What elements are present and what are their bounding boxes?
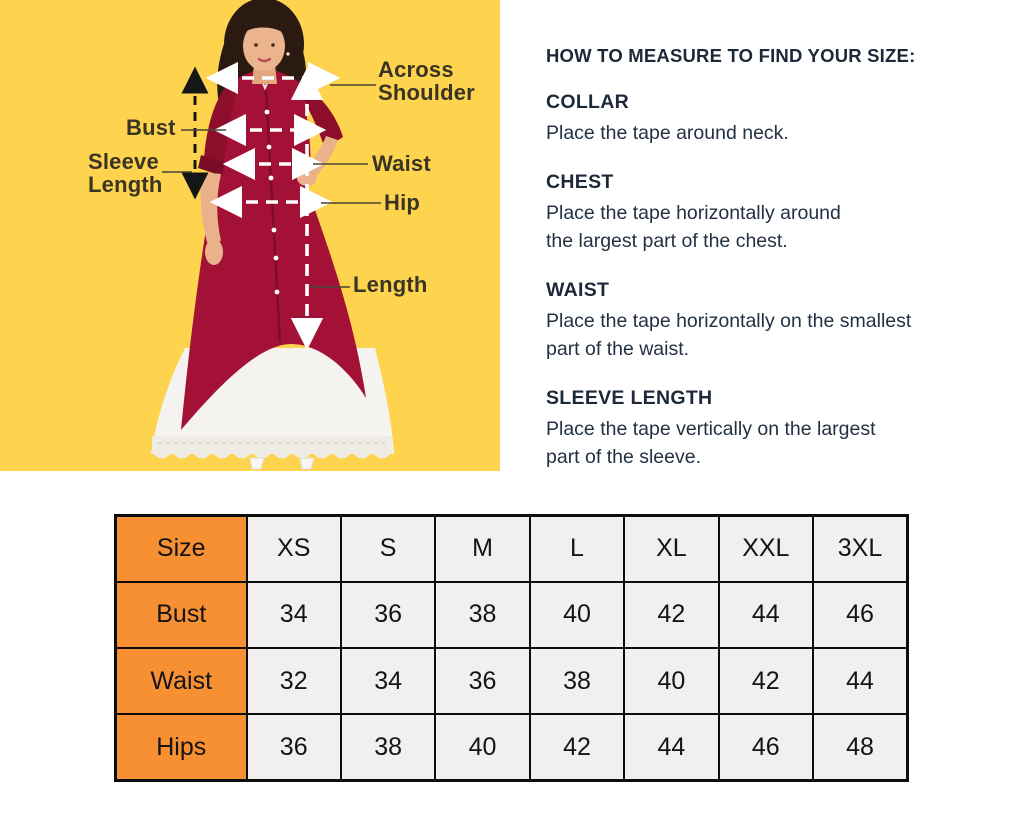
waist-xs: 32 bbox=[245, 646, 342, 716]
bust-xl: 42 bbox=[623, 580, 720, 650]
how-to-measure-panel: HOW TO MEASURE TO FIND YOUR SIZE: COLLAR… bbox=[546, 44, 986, 472]
section-collar: COLLAR Place the tape around neck. bbox=[546, 91, 986, 148]
section-waist-heading: WAIST bbox=[546, 278, 610, 301]
earring bbox=[286, 52, 290, 56]
label-waist: Waist bbox=[372, 151, 431, 176]
hips-xxl: 46 bbox=[717, 713, 815, 782]
hips-s: 38 bbox=[339, 713, 437, 782]
instructions-title: HOW TO MEASURE TO FIND YOUR SIZE: bbox=[546, 45, 916, 66]
section-sleeve-length-heading: SLEEVE LENGTH bbox=[546, 386, 713, 409]
col-header-xs: XS bbox=[245, 514, 342, 583]
section-sleeve-length-text: part of the sleeve. bbox=[546, 446, 702, 468]
label-sleeve-length: Sleeve Length bbox=[88, 149, 163, 197]
section-waist-text: Place the tape horizontally on the small… bbox=[546, 309, 912, 332]
table-row-header: Size XS S M L XL XXL 3XL bbox=[114, 514, 909, 583]
bust-3xl: 46 bbox=[812, 580, 909, 650]
waist-m: 36 bbox=[434, 646, 531, 716]
heel-right bbox=[299, 457, 315, 470]
row-label-waist: Waist bbox=[114, 646, 248, 716]
table-row-bust: Bust 34 36 38 40 42 44 46 bbox=[114, 580, 909, 650]
label-bust: Bust bbox=[126, 115, 176, 140]
hips-m: 40 bbox=[434, 713, 531, 782]
section-chest-heading: CHEST bbox=[546, 170, 614, 193]
col-header-s: S bbox=[339, 514, 437, 583]
waist-3xl: 44 bbox=[812, 646, 909, 716]
hips-3xl: 48 bbox=[812, 713, 909, 782]
bust-m: 38 bbox=[434, 580, 531, 650]
section-chest-text: Place the tape horizontally around bbox=[546, 201, 841, 224]
bust-s: 36 bbox=[339, 580, 437, 650]
bust-xs: 34 bbox=[245, 580, 342, 650]
table-row-waist: Waist 32 34 36 38 40 42 44 bbox=[114, 646, 909, 716]
size-chart-section: Size XS S M L XL XXL 3XL Bust 34 36 38 4… bbox=[114, 514, 909, 782]
section-chest-text: the largest part of the chest. bbox=[546, 230, 788, 252]
label-length: Length bbox=[353, 272, 428, 297]
hips-xl: 44 bbox=[623, 713, 720, 782]
model-illustration bbox=[0, 0, 500, 471]
waist-xxl: 42 bbox=[717, 646, 815, 716]
lace-hem bbox=[152, 436, 392, 459]
label-hip: Hip bbox=[384, 190, 421, 215]
leader-lines bbox=[162, 84, 381, 288]
bust-xxl: 44 bbox=[717, 580, 815, 650]
table-row-hips: Hips 36 38 40 42 44 46 48 bbox=[114, 713, 909, 782]
section-waist: WAIST Place the tape horizontally on the… bbox=[546, 279, 986, 364]
hips-xs: 36 bbox=[245, 713, 342, 782]
section-sleeve-length-text: Place the tape vertically on the largest bbox=[546, 417, 876, 440]
section-collar-text: Place the tape around neck. bbox=[546, 122, 789, 144]
col-header-xxl: XXL bbox=[717, 514, 815, 583]
waist-xl: 40 bbox=[623, 646, 720, 716]
hips-l: 42 bbox=[528, 713, 626, 782]
section-collar-heading: COLLAR bbox=[546, 91, 630, 113]
row-label-hips: Hips bbox=[114, 713, 248, 782]
col-header-l: L bbox=[528, 514, 626, 583]
section-sleeve-length: SLEEVE LENGTH Place the tape vertically … bbox=[546, 387, 986, 472]
measurement-arrows bbox=[181, 61, 341, 351]
col-header-m: M bbox=[434, 514, 531, 583]
section-chest: CHEST Place the tape horizontally around… bbox=[546, 171, 986, 256]
size-header-cell: Size bbox=[114, 514, 248, 583]
label-across-shoulder: Across Shoulder bbox=[378, 57, 475, 105]
waist-l: 38 bbox=[528, 646, 626, 716]
size-guide-illustration-panel: Across Shoulder Bust Sleeve Length Waist… bbox=[0, 0, 500, 471]
row-label-bust: Bust bbox=[114, 580, 248, 650]
bust-l: 40 bbox=[528, 580, 626, 650]
col-header-xl: XL bbox=[623, 514, 720, 583]
section-waist-text: part of the waist. bbox=[546, 338, 690, 360]
size-chart-table: Size XS S M L XL XXL 3XL Bust 34 36 38 4… bbox=[114, 514, 909, 782]
waist-s: 34 bbox=[339, 646, 437, 716]
heel-left bbox=[249, 457, 265, 470]
col-header-3xl: 3XL bbox=[812, 514, 909, 583]
